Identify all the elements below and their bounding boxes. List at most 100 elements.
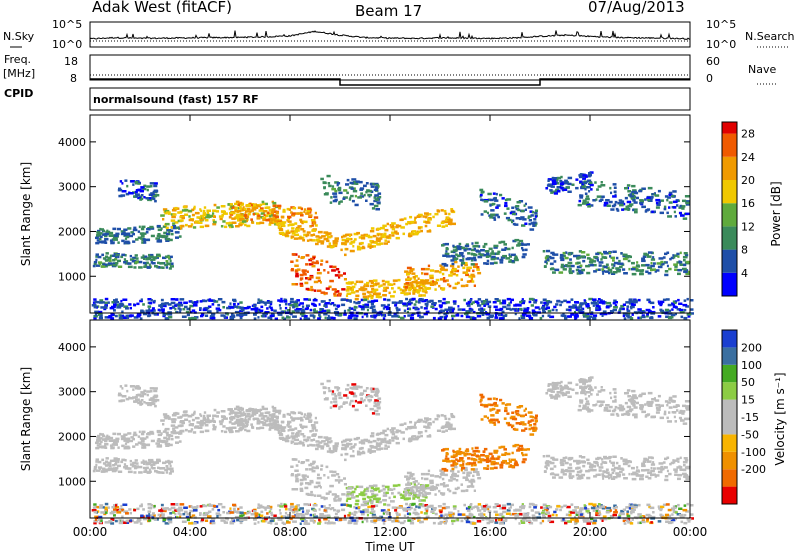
power-mark <box>376 185 380 188</box>
power-mark <box>293 237 299 240</box>
velocity-mark <box>174 411 178 415</box>
velocity-mark <box>375 443 380 446</box>
power-mark <box>631 192 635 196</box>
velocity-mark <box>305 439 308 443</box>
velocity-mark <box>295 433 300 436</box>
velocity-mark <box>239 427 245 430</box>
power-mark <box>402 302 407 305</box>
velocity-mark <box>326 440 331 444</box>
power-mark <box>93 305 97 309</box>
velocity-mark <box>585 408 591 411</box>
velocity-mark <box>664 400 668 403</box>
velocity-mark <box>220 415 226 418</box>
power-mark <box>641 314 645 317</box>
power-mark <box>290 268 294 272</box>
power-mark <box>440 221 445 225</box>
power-mark <box>124 262 130 265</box>
velocity-mark <box>613 466 619 470</box>
velocity-mark <box>391 439 395 442</box>
velocity-mark <box>438 489 441 493</box>
velocity-mark <box>415 488 419 491</box>
velocity-mark <box>445 429 448 432</box>
velocity-mark <box>576 459 581 463</box>
power-mark <box>327 271 330 274</box>
power-mark <box>674 265 678 268</box>
power-mark <box>315 260 319 263</box>
power-mark <box>684 195 688 198</box>
power-mark <box>589 204 594 207</box>
power-mark <box>217 298 223 301</box>
power-mark <box>553 192 558 195</box>
power-mark <box>521 316 526 319</box>
power-mark <box>441 268 445 271</box>
power-mark <box>162 304 167 308</box>
power-mark <box>495 308 499 311</box>
power-mark <box>229 211 234 215</box>
noise-sky-line <box>89 30 691 40</box>
power-ytick-label: 4000 <box>58 136 86 149</box>
power-mark <box>325 287 330 290</box>
power-mark <box>193 205 196 209</box>
power-mark <box>554 268 560 272</box>
power-mark <box>653 192 656 195</box>
velocity-mark <box>338 396 343 400</box>
velocity-mark <box>452 455 456 459</box>
power-mark <box>472 265 477 269</box>
velocity-mark <box>139 442 145 445</box>
velocity-mark <box>448 423 453 427</box>
power-mark <box>319 308 324 311</box>
power-mark <box>445 250 448 253</box>
velocity-mark <box>636 469 640 472</box>
power-mark <box>146 185 151 188</box>
velocity-mark <box>130 436 134 439</box>
velocity-mark <box>601 458 604 461</box>
power-mark <box>351 285 356 289</box>
power-mark <box>439 305 443 309</box>
velocity-mark <box>460 489 466 493</box>
velocity-mark <box>515 460 518 463</box>
power-mark <box>281 221 287 224</box>
velocity-mark <box>299 478 304 482</box>
velocity-mark <box>589 463 594 467</box>
velocity-mark <box>465 448 469 451</box>
velocity-mark <box>480 458 484 462</box>
velocity-mark <box>295 479 299 483</box>
power-mark <box>618 199 623 202</box>
velocity-mark <box>307 482 312 486</box>
power-mark <box>506 304 511 307</box>
power-mark <box>510 298 514 302</box>
power-mark <box>369 293 372 297</box>
velocity-mark <box>313 421 319 424</box>
velocity-mark <box>444 457 450 461</box>
velocity-mark <box>356 436 360 440</box>
power-mark <box>275 211 279 214</box>
velocity-mark <box>338 498 341 502</box>
power-mark <box>409 268 415 271</box>
velocity-mark <box>487 403 491 406</box>
velocity-mark <box>564 456 568 459</box>
velocity-mark <box>657 470 663 474</box>
power-mark <box>148 193 154 196</box>
power-mark <box>532 311 537 314</box>
power-mark <box>320 263 323 266</box>
power-mark <box>280 310 283 313</box>
power-mark <box>593 270 597 273</box>
power-mark <box>581 185 586 188</box>
power-mark <box>328 285 332 289</box>
velocity-mark <box>416 496 420 499</box>
velocity-mark <box>335 473 340 476</box>
power-mark <box>457 265 460 268</box>
power-mark <box>600 181 603 184</box>
power-mark <box>532 313 538 317</box>
power-mark <box>592 263 597 267</box>
velocity-mark <box>165 460 169 463</box>
velocity-mark <box>616 414 620 417</box>
power-mark <box>470 302 474 306</box>
power-mark <box>647 272 652 275</box>
power-mark <box>323 186 326 189</box>
power-mark <box>325 192 329 195</box>
power-mark <box>583 299 586 302</box>
velocity-mark <box>404 475 409 478</box>
velocity-mark <box>306 444 310 447</box>
power-mark <box>351 178 357 181</box>
